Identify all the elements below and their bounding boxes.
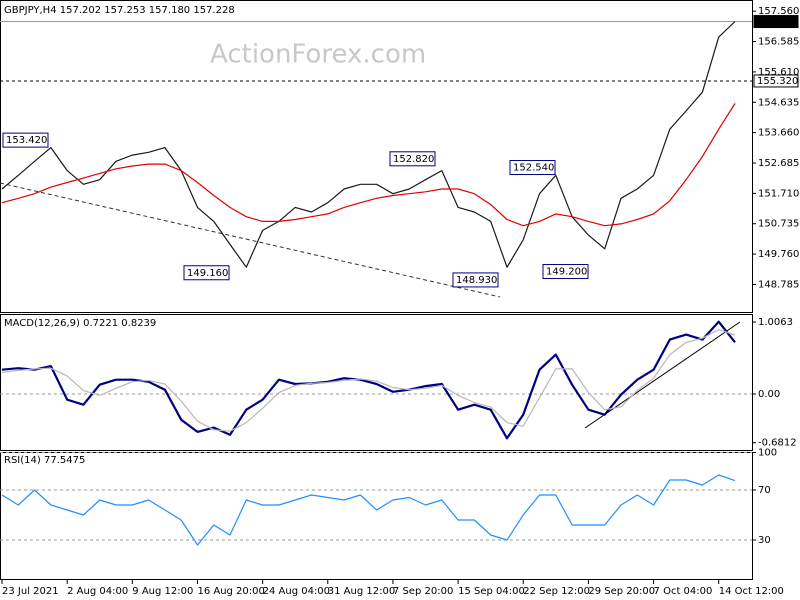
y-tick-label: 154.635 (758, 97, 799, 108)
y-tick-label: 155.610 (758, 67, 799, 78)
series-line (1, 320, 736, 440)
y-tick-label: 156.585 (758, 37, 799, 48)
x-tick-label: 16 Aug 20:00 (197, 586, 264, 597)
panel-title: MACD(12,26,9) 0.7221 0.8239 (4, 318, 156, 329)
annotation-box (542, 264, 589, 280)
x-tick-label: 24 Aug 04:00 (263, 586, 330, 597)
annotation-box (509, 160, 556, 176)
y-tick-label: 1.0063 (758, 317, 793, 328)
y-tick-label: -0.6812 (758, 438, 797, 449)
panel-title: GBPJPY,H4 157.202 157.253 157.180 157.22… (4, 5, 235, 16)
trend-line (0, 182, 501, 298)
y-tick-label: 0.00 (758, 389, 780, 400)
x-tick-label: 31 Aug 12:00 (328, 586, 395, 597)
x-tick-label: 7 Sep 20:00 (393, 586, 453, 597)
rsi-panel (0, 452, 753, 580)
y-tick-label: 152.685 (758, 158, 799, 169)
x-tick-label: 7 Oct 04:00 (654, 586, 713, 597)
macd-panel (0, 314, 753, 451)
price-label-box (753, 15, 799, 29)
x-tick-label: 2 Aug 04:00 (67, 586, 128, 597)
x-tick-label: 9 Aug 12:00 (132, 586, 193, 597)
y-tick-label: 70 (758, 485, 771, 496)
x-tick-label: 23 Jul 2021 (2, 586, 59, 597)
series-line (1, 474, 736, 546)
y-tick-label: 148.785 (758, 279, 799, 290)
annotation: 153.420 (6, 135, 47, 146)
price-label: 155.320 (757, 76, 798, 87)
x-tick-label: 15 Sep 04:00 (458, 586, 525, 597)
x-tick-label: 22 Sep 12:00 (523, 586, 590, 597)
series-line (1, 103, 736, 227)
annotation-box (389, 151, 436, 167)
annotation-box (452, 272, 499, 288)
x-tick-label: 29 Sep 20:00 (588, 586, 655, 597)
y-tick-label: 149.760 (758, 249, 799, 260)
annotation: 152.540 (513, 163, 554, 174)
price-label: 157.228 (757, 17, 798, 28)
annotation-box (183, 265, 230, 281)
y-tick-label: 157.560 (758, 6, 799, 17)
price-panel (0, 0, 753, 313)
watermark: ActionForex.com (210, 40, 426, 70)
price-label-box (753, 74, 799, 88)
macd-trend-line (584, 321, 741, 429)
y-tick-label: 150.735 (758, 219, 799, 230)
x-tick-label: 14 Oct 12:00 (719, 586, 784, 597)
annotation: 149.160 (187, 268, 228, 279)
annotation: 152.820 (393, 154, 434, 165)
annotation: 149.200 (546, 267, 587, 278)
annotation: 148.930 (456, 275, 497, 286)
annotation-box (2, 132, 49, 148)
y-tick-label: 151.710 (758, 188, 799, 199)
series-line (1, 21, 736, 268)
panel-title: RSI(14) 77.5475 (4, 455, 85, 466)
y-tick-label: 30 (758, 535, 771, 546)
y-tick-label: 100 (758, 448, 777, 459)
series-line (1, 329, 736, 432)
y-tick-label: 153.660 (758, 128, 799, 139)
